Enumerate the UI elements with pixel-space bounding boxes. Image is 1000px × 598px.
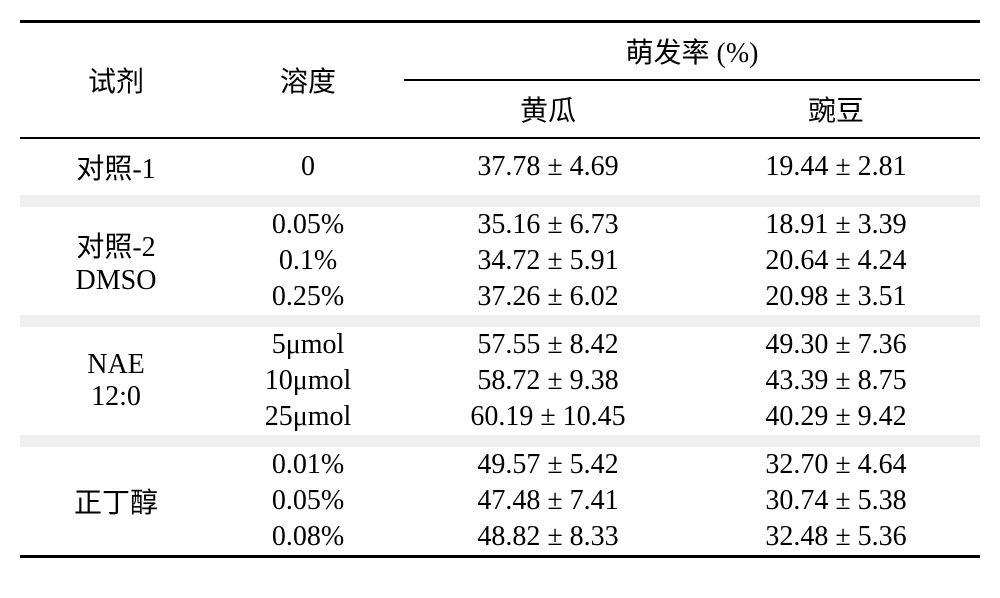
reagent-cell: 对照-1 [20,138,212,201]
header-germination-group: 萌发率 (%) [404,22,980,81]
header-sub2: 豌豆 [692,80,980,138]
conc-cell: 5μmol [212,321,404,363]
conc-cell: 0.25% [212,279,404,321]
conc-cell: 0.1% [212,243,404,279]
value-cell: 49.57 ± 5.42 [404,441,692,483]
germination-table: 试剂 溶度 萌发率 (%) 黄瓜 豌豆 对照-1 0 37.78 ± 4.69 … [20,20,980,558]
value-cell: 37.78 ± 4.69 [404,138,692,201]
value-cell: 60.19 ± 10.45 [404,399,692,441]
value-cell: 47.48 ± 7.41 [404,483,692,519]
table-row: 正丁醇 0.01% 49.57 ± 5.42 32.70 ± 4.64 [20,441,980,483]
header-concentration: 溶度 [212,22,404,139]
value-cell: 32.48 ± 5.36 [692,519,980,557]
germination-table-container: 试剂 溶度 萌发率 (%) 黄瓜 豌豆 对照-1 0 37.78 ± 4.69 … [20,20,980,558]
value-cell: 20.64 ± 4.24 [692,243,980,279]
value-cell: 19.44 ± 2.81 [692,138,980,201]
conc-cell: 25μmol [212,399,404,441]
header-sub1: 黄瓜 [404,80,692,138]
table-row: 对照-2 DMSO 0.05% 35.16 ± 6.73 18.91 ± 3.3… [20,201,980,243]
reagent-cell: NAE 12:0 [20,321,212,441]
reagent-line: 正丁醇 [30,481,202,521]
reagent-line: 对照-2 [30,225,202,265]
table-body: 对照-1 0 37.78 ± 4.69 19.44 ± 2.81 对照-2 DM… [20,138,980,557]
value-cell: 35.16 ± 6.73 [404,201,692,243]
conc-cell: 0.05% [212,201,404,243]
reagent-cell: 正丁醇 [20,441,212,557]
value-cell: 40.29 ± 9.42 [692,399,980,441]
header-reagent: 试剂 [20,22,212,139]
value-cell: 58.72 ± 9.38 [404,363,692,399]
reagent-line: 对照-1 [30,147,202,187]
value-cell: 32.70 ± 4.64 [692,441,980,483]
value-cell: 49.30 ± 7.36 [692,321,980,363]
table-row: NAE 12:0 5μmol 57.55 ± 8.42 49.30 ± 7.36 [20,321,980,363]
conc-cell: 10μmol [212,363,404,399]
value-cell: 43.39 ± 8.75 [692,363,980,399]
conc-cell: 0.05% [212,483,404,519]
table-header: 试剂 溶度 萌发率 (%) 黄瓜 豌豆 [20,22,980,139]
value-cell: 57.55 ± 8.42 [404,321,692,363]
value-cell: 48.82 ± 8.33 [404,519,692,557]
value-cell: 18.91 ± 3.39 [692,201,980,243]
value-cell: 34.72 ± 5.91 [404,243,692,279]
value-cell: 30.74 ± 5.38 [692,483,980,519]
conc-cell: 0.01% [212,441,404,483]
reagent-cell: 对照-2 DMSO [20,201,212,321]
value-cell: 20.98 ± 3.51 [692,279,980,321]
reagent-line: 12:0 [30,381,202,413]
conc-cell: 0.08% [212,519,404,557]
reagent-line: DMSO [30,265,202,297]
reagent-line: NAE [30,349,202,381]
conc-cell: 0 [212,138,404,201]
table-row: 对照-1 0 37.78 ± 4.69 19.44 ± 2.81 [20,138,980,201]
value-cell: 37.26 ± 6.02 [404,279,692,321]
